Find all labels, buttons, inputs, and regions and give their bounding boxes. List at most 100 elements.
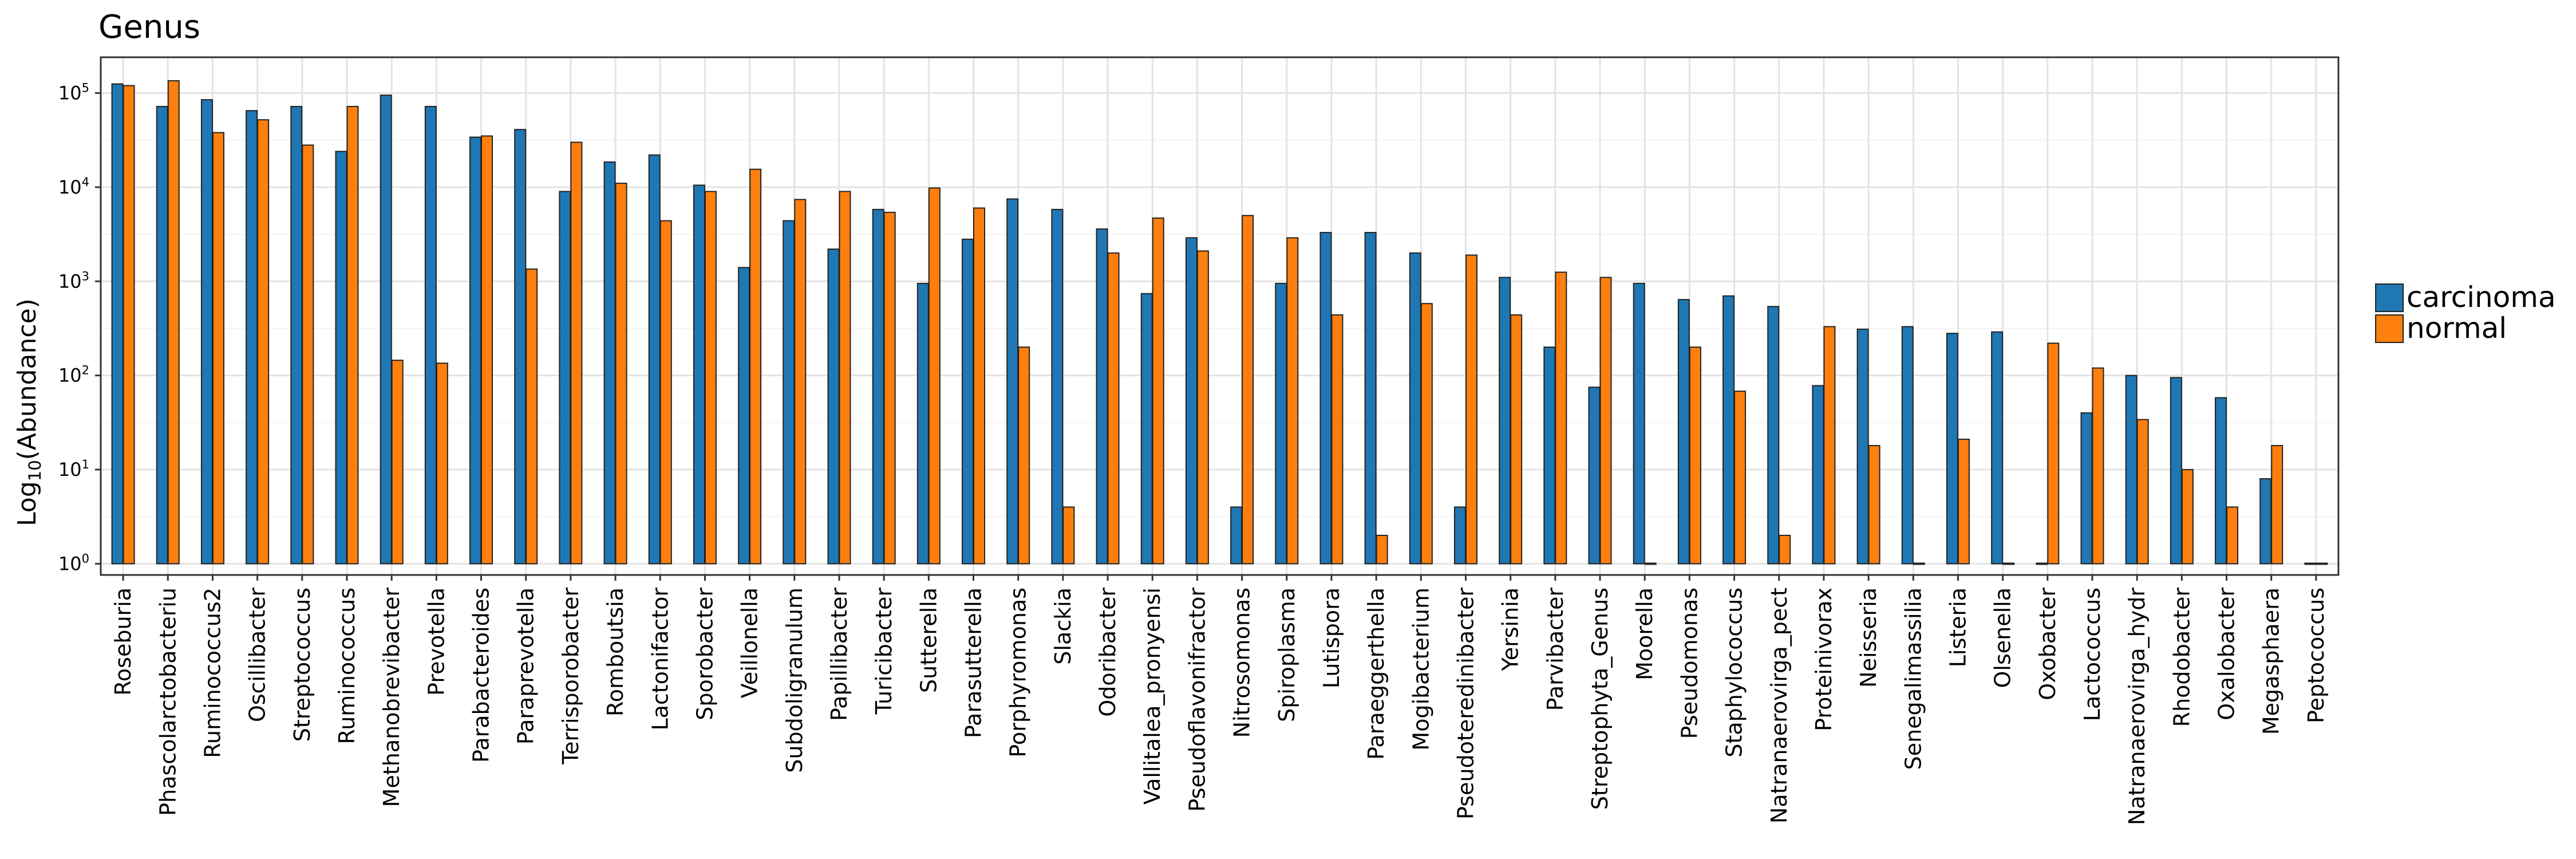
bar-normal-Nitrosomonas (1242, 215, 1254, 565)
bar-carcinoma-Peptococcus (2304, 562, 2317, 565)
bar-normal-Lutispora (1331, 314, 1344, 565)
y-tick-label-base: 10 (58, 459, 82, 480)
bar-normal-Spiroplasma (1286, 237, 1299, 565)
legend-swatch-carcinoma (2375, 283, 2404, 312)
bar-normal-Oxobacter (2047, 342, 2060, 565)
x-tick-label: Oxobacter (2035, 588, 2060, 700)
bar-normal-Papillibacter (839, 191, 851, 565)
legend-item-carcinoma: carcinoma (2375, 281, 2556, 314)
bar-normal-Olsenella (2002, 562, 2015, 565)
x-tick-label: Peptococcus (2304, 588, 2329, 723)
x-tick-label: Parvibacter (1543, 588, 1568, 711)
bar-carcinoma-Oxalobacter (2215, 397, 2227, 565)
y-tick-label: 104 (58, 175, 89, 198)
bar-normal-Subdoligranulum (794, 199, 807, 565)
x-tick-label: Methanobrevibacter (379, 588, 404, 807)
x-tick-label: Rhodobacter (2169, 588, 2194, 727)
legend-item-normal: normal (2375, 312, 2507, 345)
bar-normal-Terrisporobacter (570, 141, 583, 565)
bar-carcinoma-Pseudoteredinibacter (1453, 506, 1466, 565)
x-tick-label: Lactococcus (2080, 588, 2105, 721)
bar-normal-Romboutsia (615, 183, 627, 565)
bars (111, 80, 2328, 565)
legend-label-normal: normal (2407, 312, 2507, 345)
bar-normal-Pseudomonas (1689, 346, 1701, 565)
bar-normal-Pseudoflavonifractor (1196, 250, 1209, 565)
series-carcinoma (111, 83, 2317, 565)
bar-carcinoma-Staphylococcus (1722, 295, 1735, 565)
y-tick-label-base: 10 (58, 270, 82, 292)
bar-normal-Methanobrevibacter (391, 360, 404, 565)
x-tick-label: Oscillibacter (245, 588, 270, 722)
bar-normal-Moorella (1644, 562, 1657, 565)
x-tick-label: Terrisporobacter (558, 588, 583, 765)
x-tick-label: Natranaerovirga_pect (1767, 588, 1792, 823)
bar-normal-Pseudoteredinibacter (1465, 254, 1477, 565)
bar-normal-Porphyromonas (1018, 346, 1030, 565)
bar-normal-Peptococcus (2316, 562, 2328, 565)
bar-carcinoma-Rhodobacter (2170, 377, 2182, 565)
bar-carcinoma-Neisseria (1856, 328, 1869, 565)
x-tick-label: Slackia (1050, 588, 1076, 665)
x-tick-label: Megasphaera (2259, 588, 2284, 735)
x-tick-label: Vallitalea_pronyensi (1140, 588, 1165, 805)
bar-normal-Staphylococcus (1734, 391, 1747, 565)
bar-normal-Ruminococcus (346, 105, 359, 565)
bar-normal-Slackia (1062, 506, 1075, 565)
x-tick-label: Phascolarctobacteriu (155, 588, 180, 816)
y-tick-label-exp: 2 (82, 364, 89, 377)
bar-carcinoma-Lactococcus (2080, 412, 2093, 565)
x-tick-label: Senegalimassilia (1901, 588, 1926, 770)
y-tick-label-base: 10 (58, 176, 82, 198)
x-tick-label: Paraeggerthella (1364, 588, 1389, 760)
bar-carcinoma-Oscillibacter (246, 110, 258, 565)
y-tick-label: 100 (58, 551, 89, 574)
y-axis-label-base: Log (13, 481, 42, 526)
bar-carcinoma-Streptococcus (290, 105, 303, 565)
x-tick-label: Ruminococcus (334, 588, 359, 744)
x-tick-label: Prevotella (424, 588, 449, 696)
bar-normal-Natranaerovirga_hydr (2136, 419, 2149, 565)
y-tick-label-exp: 3 (82, 269, 89, 283)
x-tick-label: Roseburia (110, 588, 136, 696)
bar-normal-Paraprevotella (526, 268, 538, 565)
bar-carcinoma-Sporobacter (693, 184, 705, 565)
plot-border (100, 56, 2340, 576)
bar-normal-Parasutterella (973, 207, 986, 565)
bar-carcinoma-Parvibacter (1543, 346, 1556, 565)
bar-carcinoma-Spiroplasma (1275, 282, 1287, 565)
x-tick-label: Veillonella (737, 588, 762, 698)
x-tick-label: Listeria (1945, 588, 1970, 667)
x-tick-label: Lutispora (1319, 588, 1344, 688)
bar-carcinoma-Terrisporobacter (559, 191, 571, 565)
bar-carcinoma-Odoribacter (1096, 228, 1108, 565)
bar-normal-Vallitalea_pronyensi (1152, 217, 1164, 565)
x-tick-label: Olsenella (1990, 588, 2016, 688)
x-tick-label: Papillibacter (827, 588, 852, 721)
bar-carcinoma-Paraeggerthella (1364, 232, 1377, 565)
x-tick-label: Turicibacter (871, 588, 896, 715)
svg-text:Log10(Abundance): Log10(Abundance) (13, 298, 45, 526)
x-axis: Roseburia Phascolarctobacteriu Ruminococcu… (110, 575, 2329, 825)
x-tick-label: Proteinivorax (1811, 588, 1836, 731)
bar-carcinoma-Subdoligranulum (783, 220, 795, 565)
x-tick-label: Moorella (1632, 588, 1657, 680)
bar-normal-Senegalimassilia (1913, 562, 1925, 565)
x-tick-label: Parasutterella (961, 588, 986, 738)
x-tick-label: Sutterella (916, 588, 941, 693)
bar-normal-Parvibacter (1555, 271, 1567, 565)
bar-carcinoma-Parabacteroides (469, 136, 482, 565)
bar-normal-Listeria (1957, 439, 1970, 565)
y-axis-label-rest: (Abundance) (13, 298, 42, 460)
y-tick-label-base: 10 (58, 365, 82, 387)
bar-carcinoma-Olsenella (1991, 331, 2004, 565)
bar-normal-Rhodobacter (2181, 469, 2194, 565)
x-tick-label: Parabacteroides (469, 588, 494, 763)
bar-normal-Sutterella (928, 187, 941, 565)
bar-carcinoma-Oxobacter (2036, 562, 2048, 565)
x-tick-label: Mogibacterium (1408, 588, 1433, 751)
bar-carcinoma-Vallitalea_pronyensi (1140, 293, 1153, 565)
